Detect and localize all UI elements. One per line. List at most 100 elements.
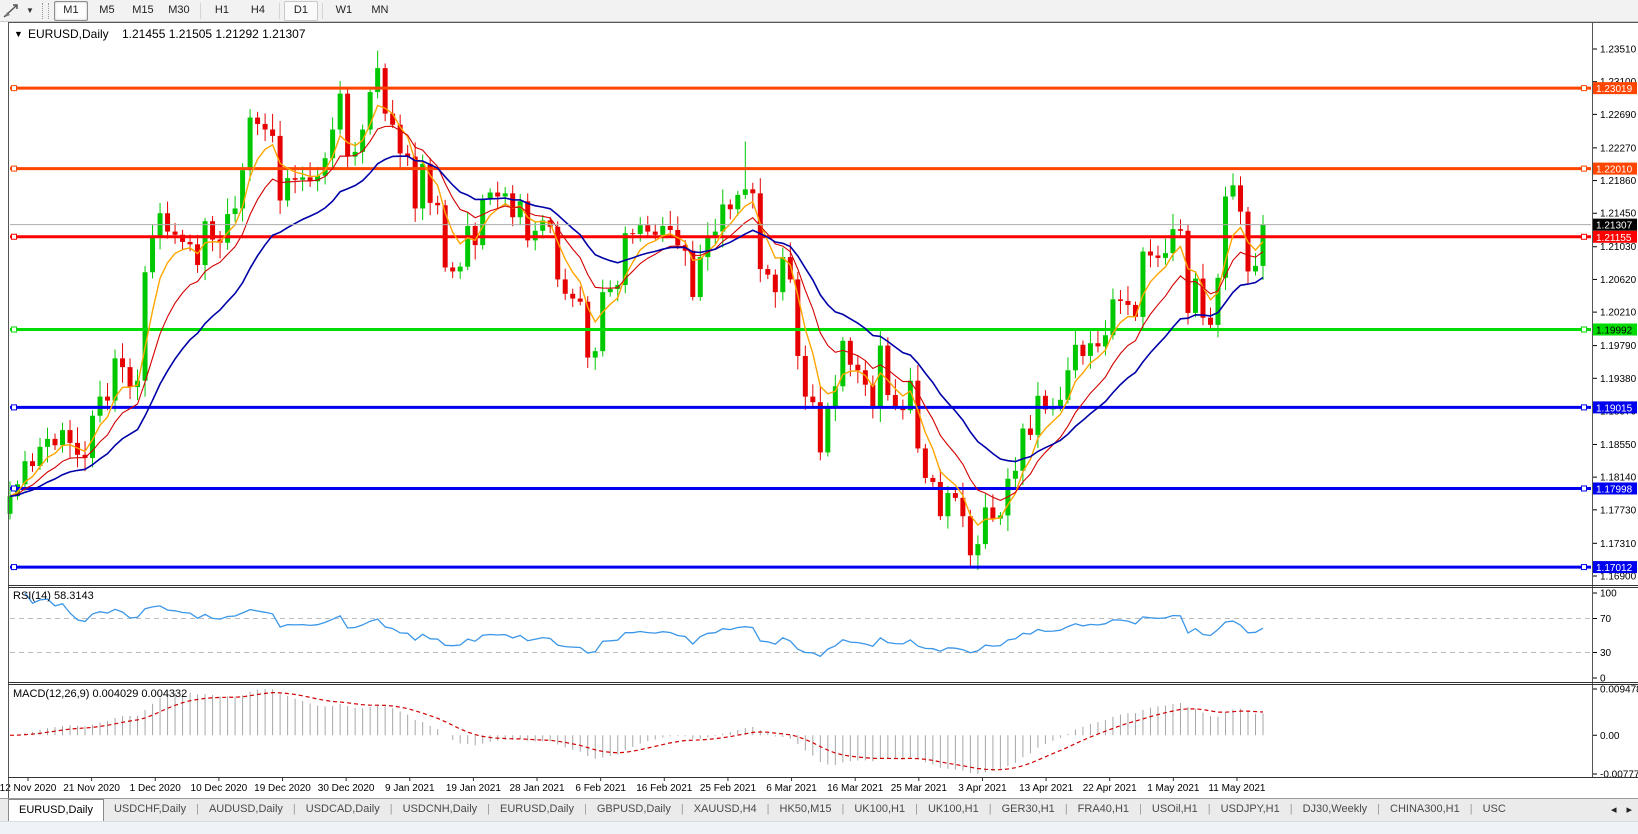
tab-separator: | <box>680 803 684 815</box>
rsi-panel: 100 70 30 0 <box>10 589 1617 685</box>
tab-usoil-h1-13[interactable]: USOil,H1 <box>1151 803 1198 815</box>
tab-separator: | <box>487 803 491 815</box>
tab-scroll-arrows: ◂ ▸ <box>1604 799 1638 821</box>
timeframe-button-h1[interactable]: H1 <box>214 3 229 16</box>
tab-china300-h1-16[interactable]: CHINA300,H1 <box>1390 803 1460 815</box>
tab-ger30-h1-11[interactable]: GER30,H1 <box>1001 803 1055 815</box>
toolbar-separator <box>199 2 201 19</box>
tab-uk100-h1-9[interactable]: UK100,H1 <box>854 803 906 815</box>
current-price-line: 1.21307 <box>10 218 1637 232</box>
svg-text:0.009478: 0.009478 <box>1600 685 1638 696</box>
svg-text:1.19790: 1.19790 <box>1600 341 1637 352</box>
svg-text:1.20210: 1.20210 <box>1600 308 1637 319</box>
tab-usdcad-daily-3[interactable]: USDCAD,Daily <box>305 803 380 815</box>
svg-text:0: 0 <box>1600 674 1606 685</box>
svg-text:6 Mar 2021: 6 Mar 2021 <box>766 783 817 794</box>
svg-text:1.17730: 1.17730 <box>1600 505 1637 516</box>
svg-text:1.17012: 1.17012 <box>1596 563 1633 574</box>
tab-separator: | <box>292 803 296 815</box>
horizontal-level-lines[interactable]: 1.23019 1.22010 1.21155 1.19992 1.19015 1.179… <box>10 82 1637 574</box>
chart-quotes: 1.21455 1.21505 1.21292 1.21307 <box>122 27 306 41</box>
svg-text:3 Apr 2021: 3 Apr 2021 <box>958 783 1007 794</box>
tab-separator: | <box>1064 803 1068 815</box>
svg-text:30 Dec 2020: 30 Dec 2020 <box>318 783 375 794</box>
tab-eurusd-daily-0[interactable]: EURUSD,Daily <box>8 799 104 821</box>
timeframe-button-m15[interactable]: M15 <box>132 3 154 16</box>
tab-eurusd-daily-5[interactable]: EURUSD,Daily <box>500 803 574 815</box>
tab-separator: | <box>1289 803 1293 815</box>
dropdown-icon[interactable]: ▼ <box>26 6 34 15</box>
tab-dj30-weekly-15[interactable]: DJ30,Weekly <box>1302 803 1368 815</box>
tab-separator: | <box>988 803 992 815</box>
tab-gbpusd-daily-6[interactable]: GBPUSD,Daily <box>596 803 671 815</box>
timeframe-button-mn[interactable]: MN <box>371 3 389 16</box>
tab-separator: | <box>915 803 918 815</box>
date-axis: 12 Nov 2020 21 Nov 2020 1 Dec 2020 10 Dec 2… <box>0 777 1266 794</box>
svg-text:1 May 2021: 1 May 2021 <box>1147 783 1200 794</box>
svg-text:12 Nov 2020: 12 Nov 2020 <box>0 783 57 794</box>
timeframe-button-m5[interactable]: M5 <box>99 3 115 16</box>
tab-separator: | <box>1139 803 1142 815</box>
timeframe-button-w1[interactable]: W1 <box>335 3 353 16</box>
svg-text:1.21860: 1.21860 <box>1600 176 1637 187</box>
svg-text:1.17998: 1.17998 <box>1596 484 1633 495</box>
tab-separator: | <box>1469 803 1473 815</box>
chart-svg: 1.235101.231001.226901.222701.218601.214… <box>0 22 1638 798</box>
moving-average-lines <box>9 104 1264 526</box>
tab-separator: | <box>1207 803 1211 815</box>
svg-text:0.00: 0.00 <box>1600 731 1620 742</box>
toolbar-grip <box>41 2 49 19</box>
draw-tool-icon[interactable] <box>2 2 24 20</box>
svg-text:-0.007778: -0.007778 <box>1600 770 1638 781</box>
svg-text:1.21307: 1.21307 <box>1596 221 1633 232</box>
tab-scroll-right-icon[interactable]: ▸ <box>1626 804 1632 816</box>
svg-text:25 Mar 2021: 25 Mar 2021 <box>891 783 948 794</box>
timeframe-button-h4[interactable]: H4 <box>250 3 265 16</box>
svg-text:1.21450: 1.21450 <box>1600 209 1637 220</box>
tab-usdjpy-h1-14[interactable]: USDJPY,H1 <box>1220 803 1280 815</box>
svg-text:100: 100 <box>1600 589 1617 600</box>
svg-text:1.21155: 1.21155 <box>1596 233 1632 244</box>
svg-text:6 Feb 2021: 6 Feb 2021 <box>575 783 626 794</box>
svg-text:22 Apr 2021: 22 Apr 2021 <box>1083 783 1137 794</box>
tab-usdcnh-daily-4[interactable]: USDCNH,Daily <box>402 803 478 815</box>
timeframe-button-m1[interactable]: M1 <box>53 0 88 21</box>
tab-hk50-m15-8[interactable]: HK50,M15 <box>779 803 832 815</box>
svg-text:19 Dec 2020: 19 Dec 2020 <box>254 783 311 794</box>
svg-text:1.21030: 1.21030 <box>1600 242 1637 253</box>
tab-audusd-daily-2[interactable]: AUDUSD,Daily <box>208 803 283 815</box>
svg-text:1.19992: 1.19992 <box>1596 325 1633 336</box>
tab-uk100-h1-10[interactable]: UK100,H1 <box>927 803 979 815</box>
tab-xauusd-h4-7[interactable]: XAUUSD,H4 <box>693 803 757 815</box>
svg-text:1.19015: 1.19015 <box>1596 403 1633 414</box>
svg-text:1.20620: 1.20620 <box>1600 275 1637 286</box>
tab-scroll-left-icon[interactable]: ◂ <box>1610 804 1617 816</box>
tab-separator: | <box>389 803 393 815</box>
svg-text:70: 70 <box>1600 614 1612 625</box>
svg-text:19 Jan 2021: 19 Jan 2021 <box>446 783 501 794</box>
toolbar-separator <box>321 2 323 19</box>
svg-text:30: 30 <box>1600 648 1612 659</box>
svg-text:1.18550: 1.18550 <box>1600 440 1637 451</box>
macd-label: MACD(12,26,9) 0.004029 0.004332 <box>13 688 187 700</box>
tab-usdchf-daily-1[interactable]: USDCHF,Daily <box>113 803 187 815</box>
toolbar: ▼ M1 M5 M15 M30 H1 H4 D1 W1 MN <box>0 0 1638 22</box>
timeframe-button-d1[interactable]: D1 <box>283 0 318 21</box>
tab-separator: | <box>196 803 199 815</box>
svg-text:9 Jan 2021: 9 Jan 2021 <box>385 783 435 794</box>
svg-text:1.18140: 1.18140 <box>1600 473 1637 484</box>
chart-area: 1.235101.231001.226901.222701.218601.214… <box>0 22 1638 798</box>
svg-text:25 Feb 2021: 25 Feb 2021 <box>700 783 757 794</box>
timeframe-button-m30[interactable]: M30 <box>168 3 190 16</box>
svg-text:1.22690: 1.22690 <box>1600 110 1637 121</box>
chart-title: EURUSD,Daily <box>28 27 109 41</box>
svg-text:1.22270: 1.22270 <box>1600 143 1637 154</box>
svg-text:1 Dec 2020: 1 Dec 2020 <box>130 783 182 794</box>
chart-menu-icon[interactable]: ▼ <box>14 29 23 39</box>
tab-separator: | <box>1377 803 1381 815</box>
tab-separator: | <box>584 803 587 815</box>
toolbar-separator <box>278 2 280 19</box>
tab-fra40-h1-12[interactable]: FRA40,H1 <box>1077 803 1130 815</box>
tab-usc-17[interactable]: USC <box>1482 803 1506 815</box>
status-strip <box>0 821 1638 834</box>
